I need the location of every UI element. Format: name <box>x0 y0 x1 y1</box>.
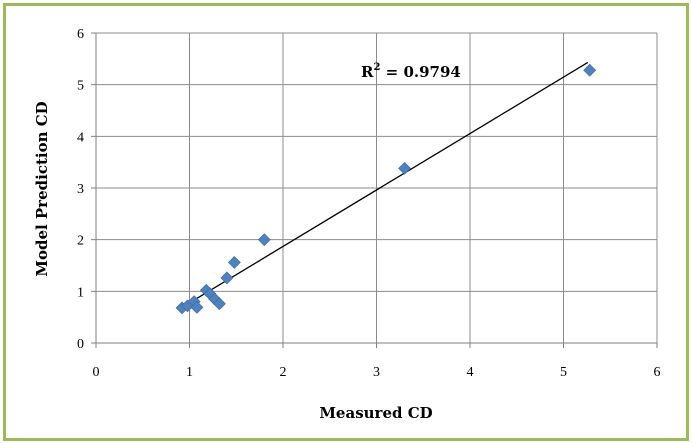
x-tick-label: 4 <box>467 365 474 380</box>
y-tick-label: 1 <box>77 285 84 300</box>
x-tick-label: 1 <box>186 365 193 380</box>
y-tick-label: 6 <box>77 27 84 42</box>
y-tick-label: 3 <box>77 182 84 197</box>
data-point <box>258 234 270 246</box>
x-tick-label: 3 <box>373 365 380 380</box>
data-point <box>399 162 411 174</box>
trendline-group <box>183 62 588 306</box>
y-axis-title: Model Prediction CD <box>33 101 51 276</box>
x-tick-label: 0 <box>93 365 100 380</box>
x-tick-label: 2 <box>280 365 287 380</box>
gridlines <box>96 33 657 343</box>
data-points <box>176 64 596 314</box>
x-tick-labels: 0 1 2 3 4 5 6 <box>93 365 661 380</box>
trendline <box>183 62 588 306</box>
y-tick-label: 0 <box>77 337 84 352</box>
axes <box>91 33 657 348</box>
data-point <box>584 64 596 76</box>
r-squared-annotation: R2 = 0.9794 <box>361 62 461 81</box>
y-tick-label: 5 <box>77 79 84 94</box>
data-point <box>228 256 240 268</box>
x-tick-label: 6 <box>654 365 661 380</box>
x-tick-label: 5 <box>560 365 567 380</box>
y-tick-labels: 0 1 2 3 4 5 6 <box>77 27 84 352</box>
y-tick-label: 2 <box>77 234 84 249</box>
y-tick-label: 4 <box>77 130 84 145</box>
x-axis-title: Measured CD <box>319 404 432 422</box>
